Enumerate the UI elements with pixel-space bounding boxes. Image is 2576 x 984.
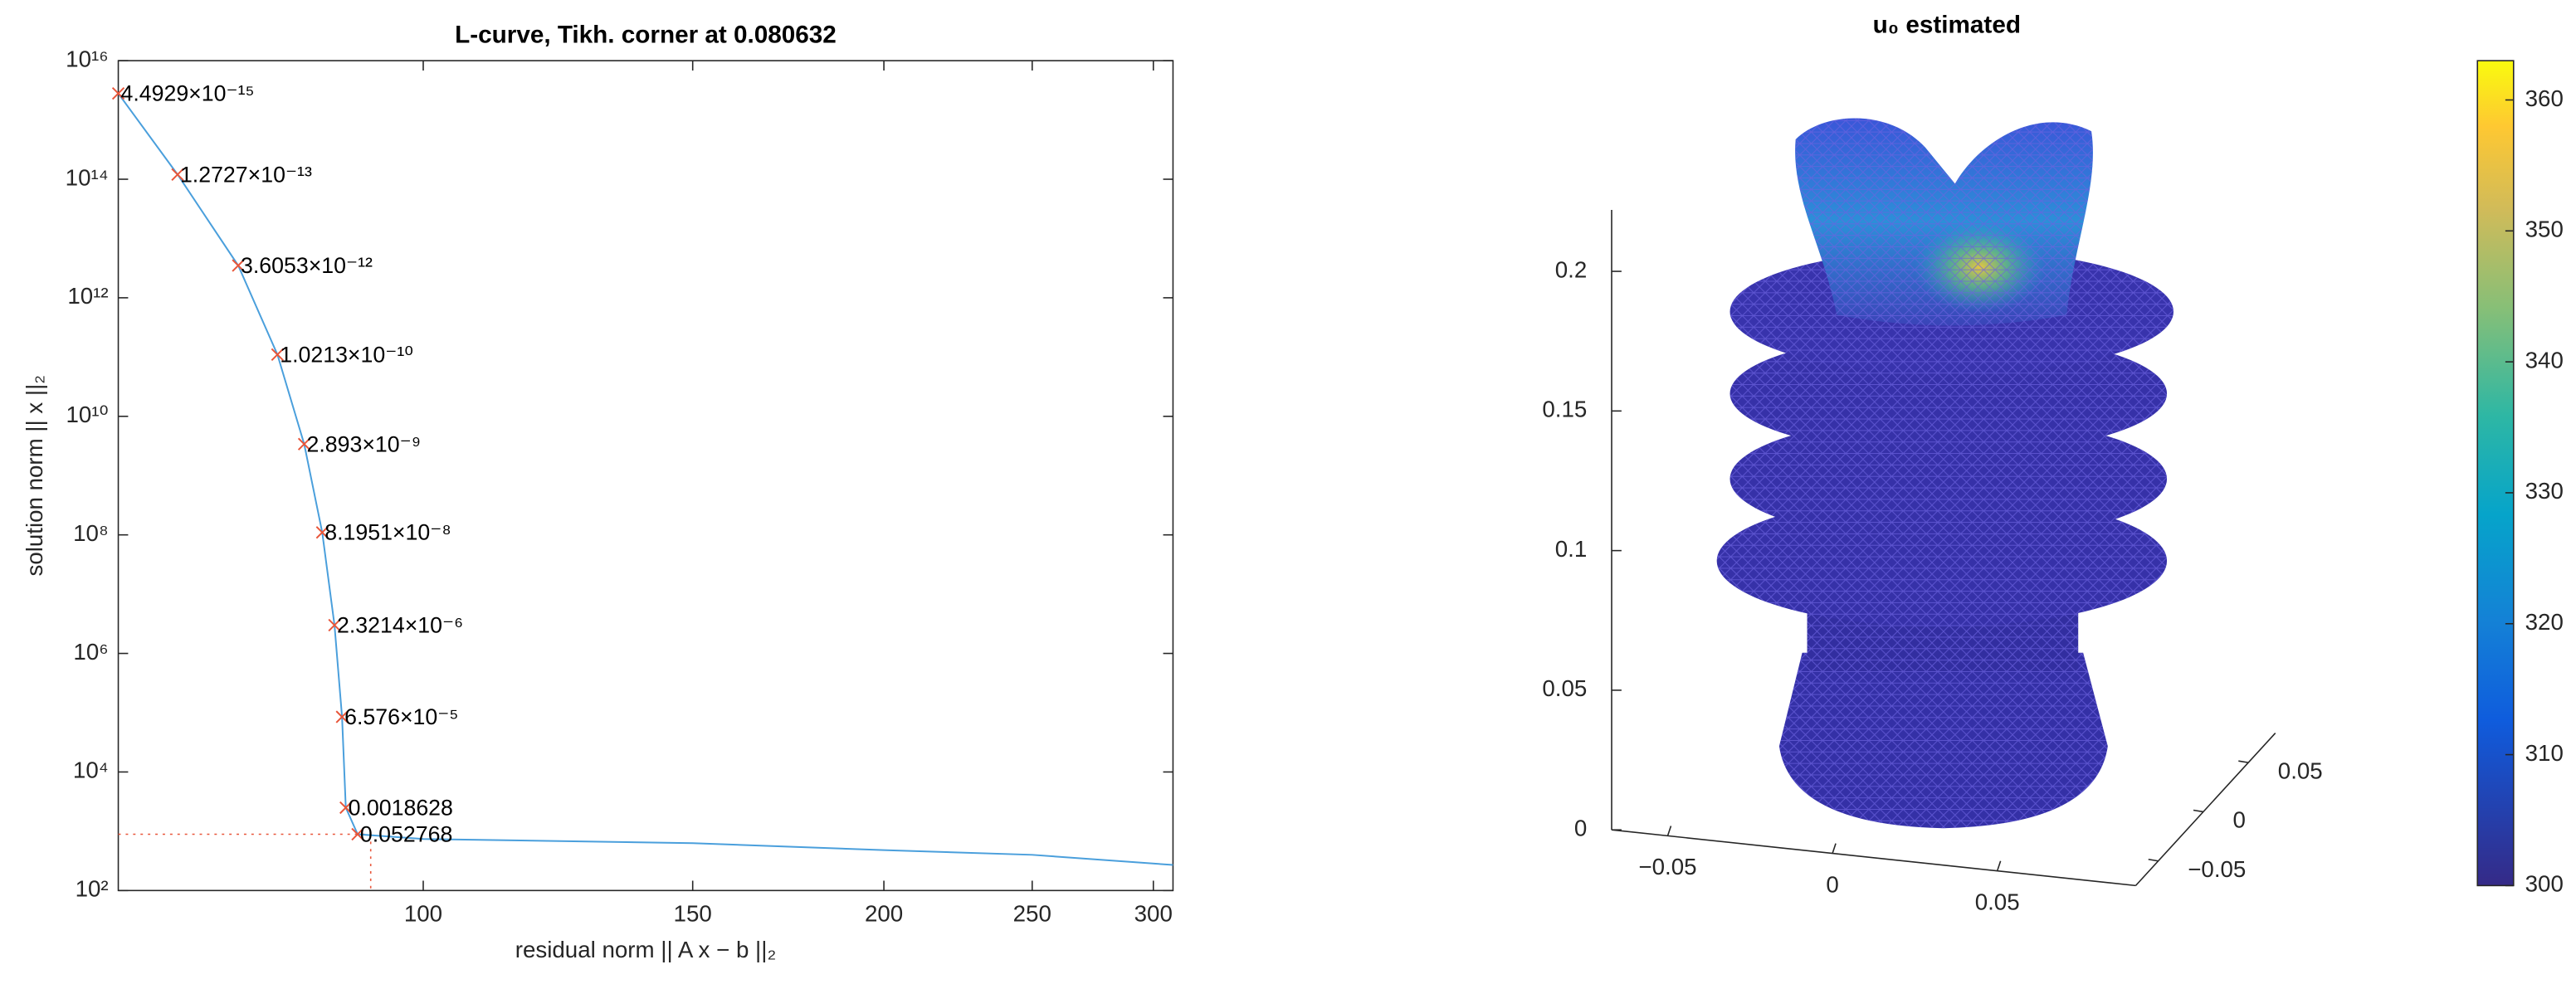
y-tick-label: 10⁴ xyxy=(73,757,109,783)
marker xyxy=(328,618,341,632)
point-label: 0.052768 xyxy=(360,822,452,847)
point-label: 2.3214×10⁻⁶ xyxy=(337,613,463,638)
chart-title: u₀ estimated xyxy=(1873,11,2021,38)
y-tick-label: 10⁸ xyxy=(73,520,109,546)
z-tick-label: 0 xyxy=(1574,816,1587,841)
y-tick xyxy=(2238,760,2249,763)
marker xyxy=(171,168,184,181)
x-tick-label: 250 xyxy=(1013,900,1051,926)
marker xyxy=(351,827,364,841)
y-tick-label: 10² xyxy=(76,876,109,902)
x-tick-label: 300 xyxy=(1134,900,1173,926)
colorbar-tick-label: 300 xyxy=(2525,871,2564,897)
y-axis-label: solution norm || x ||₂ xyxy=(22,375,47,576)
point-label: 2.893×10⁻⁹ xyxy=(307,431,422,456)
marker xyxy=(271,348,284,362)
y-tick-label: 10¹² xyxy=(67,283,108,309)
marker xyxy=(335,710,349,723)
point-label: 6.576×10⁻⁵ xyxy=(344,704,458,729)
x-tick xyxy=(1996,860,2002,871)
x-tick-label: 200 xyxy=(865,900,903,926)
x-tick-label: 100 xyxy=(404,900,442,926)
axes-3d xyxy=(1611,210,2276,887)
marker xyxy=(315,526,329,539)
y-tick-label: 10¹⁰ xyxy=(66,402,108,427)
colorbar-tick-label: 340 xyxy=(2525,347,2564,373)
colorbar-tick-label: 350 xyxy=(2525,217,2564,242)
x-tick-label: 150 xyxy=(674,900,712,926)
marker xyxy=(339,801,353,815)
plot-area xyxy=(117,60,1174,892)
y-tick-label: 0 xyxy=(2233,807,2246,833)
y-tick-label: 10⁶ xyxy=(73,639,108,665)
x-tick-label: 0.05 xyxy=(1975,889,2020,915)
point-label: 1.0213×10⁻¹⁰ xyxy=(280,342,413,367)
marker xyxy=(111,87,125,100)
y-tick-label: 10¹⁶ xyxy=(66,46,108,71)
y-tick-label: 10¹⁴ xyxy=(66,164,109,190)
z-tick-label: 0.05 xyxy=(1542,675,1587,701)
x-axis-label: residual norm || A x − b ||₂ xyxy=(515,937,776,962)
marker xyxy=(232,259,245,272)
mesh-object xyxy=(1716,118,2174,829)
colorbar xyxy=(2476,60,2515,887)
y-tick xyxy=(2193,809,2204,813)
z-tick-label: 0.15 xyxy=(1542,397,1587,422)
point-label: 3.6053×10⁻¹² xyxy=(241,253,373,278)
y-tick-label: −0.05 xyxy=(2188,856,2246,882)
x-tick-label: −0.05 xyxy=(1638,854,1696,879)
colorbar-tick-label: 360 xyxy=(2525,85,2564,111)
x-tick xyxy=(1832,843,1837,854)
y-tick-label: 0.05 xyxy=(2278,757,2323,783)
point-label: 8.1951×10⁻⁸ xyxy=(324,520,451,545)
chart-title: L-curve, Tikh. corner at 0.080632 xyxy=(455,21,837,48)
colorbar-tick-label: 330 xyxy=(2525,478,2564,504)
point-label: 0.0018628 xyxy=(349,795,453,820)
colorbar-tick-label: 310 xyxy=(2525,740,2564,766)
y-tick xyxy=(2148,858,2159,862)
z-tick-label: 0.2 xyxy=(1555,256,1588,282)
point-label: 1.2727×10⁻¹³ xyxy=(180,162,312,187)
x-tick xyxy=(1666,826,1672,836)
colorbar-tick-label: 320 xyxy=(2525,609,2564,635)
point-label: 4.4929×10⁻¹⁵ xyxy=(121,81,255,106)
x-tick-label: 0 xyxy=(1826,871,1838,897)
marker xyxy=(297,437,311,451)
z-tick-label: 0.1 xyxy=(1555,536,1588,562)
